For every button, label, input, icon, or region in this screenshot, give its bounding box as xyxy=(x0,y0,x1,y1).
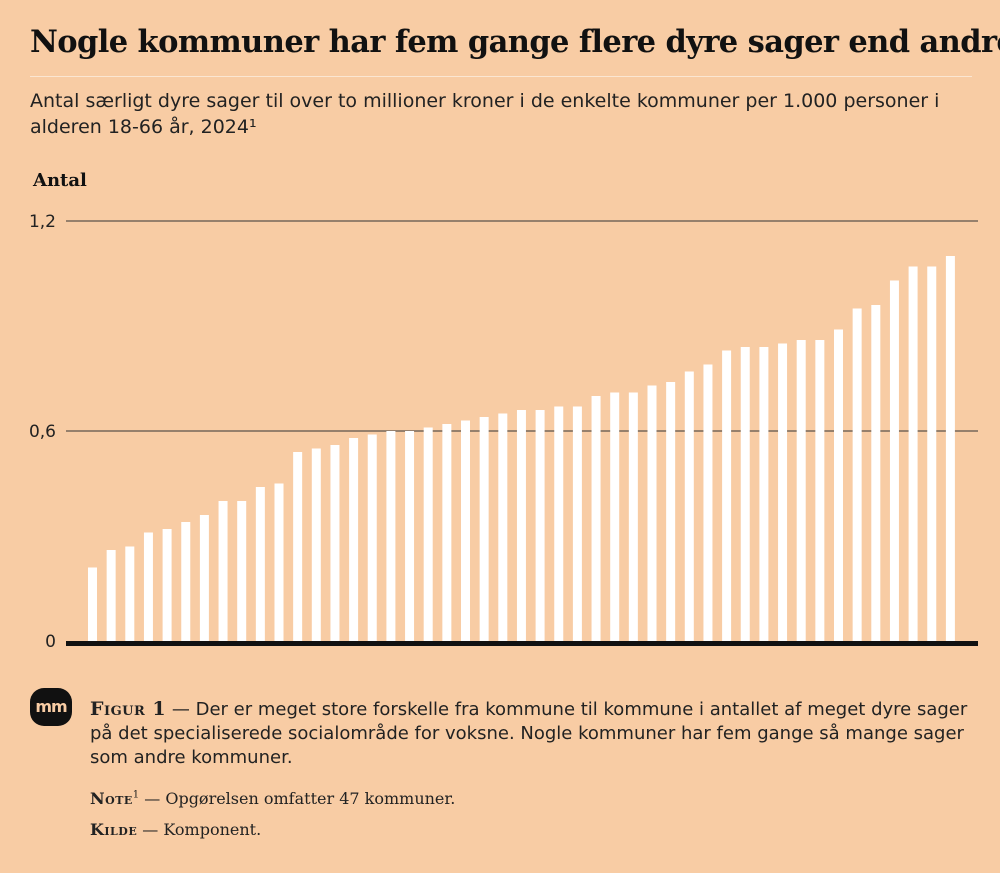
y-axis-label: Antal xyxy=(33,170,87,191)
source-text: Komponent. xyxy=(163,820,262,839)
chart-title: Nogle kommuner har fem gange flere dyre … xyxy=(30,24,1000,60)
bar xyxy=(610,392,620,641)
y-tick-label: 0,6 xyxy=(29,422,56,442)
publisher-logo-icon: mm xyxy=(30,688,72,726)
note-superscript: 1 xyxy=(132,789,140,801)
bar xyxy=(162,529,172,641)
figure-number: Figur 1 xyxy=(90,698,167,720)
bar xyxy=(349,438,359,641)
bar xyxy=(106,550,116,641)
note: Note1 — Opgørelsen omfatter 47 kommuner. xyxy=(90,789,970,808)
bar xyxy=(88,567,97,641)
bar xyxy=(442,424,452,641)
bar xyxy=(572,406,582,641)
bar xyxy=(778,343,788,641)
y-tick-label: 1,2 xyxy=(29,212,56,232)
bar xyxy=(647,385,657,641)
bar xyxy=(461,420,470,641)
bars xyxy=(88,256,955,641)
bar xyxy=(759,347,769,641)
x-axis-baseline xyxy=(66,641,978,646)
bar xyxy=(367,434,377,641)
y-tick-label: 0 xyxy=(45,632,56,652)
bar xyxy=(237,501,247,641)
bar xyxy=(255,487,265,641)
title-divider xyxy=(30,76,972,77)
bar xyxy=(834,329,843,641)
bar xyxy=(330,445,340,641)
bar xyxy=(498,413,508,641)
bar-chart: 0 0,6 1,2 xyxy=(29,212,978,652)
note-separator: — xyxy=(139,789,166,808)
figure-caption: Figur 1 — Der er meget store forskelle f… xyxy=(90,697,970,770)
bar xyxy=(740,347,750,641)
bar xyxy=(703,364,713,641)
bar xyxy=(423,427,433,641)
bar xyxy=(479,417,489,641)
source: Kilde — Komponent. xyxy=(90,820,970,839)
bar xyxy=(311,448,321,641)
bar xyxy=(927,266,937,641)
bar xyxy=(871,305,881,641)
note-text: Opgørelsen omfatter 47 kommuner. xyxy=(165,789,456,808)
caption-text: Der er meget store forskelle fra kommune… xyxy=(90,699,968,768)
bar xyxy=(628,392,638,641)
bar xyxy=(852,308,862,641)
chart-subtitle: Antal særligt dyre sager til over to mil… xyxy=(30,90,940,138)
bar xyxy=(125,546,135,641)
note-label: Note xyxy=(90,789,133,808)
bar xyxy=(535,410,545,641)
bar xyxy=(722,350,732,641)
bar xyxy=(908,266,918,641)
y-tick-labels: 0 0,6 1,2 xyxy=(29,212,56,652)
bar xyxy=(591,396,601,641)
bar xyxy=(199,515,209,641)
bar xyxy=(274,483,284,641)
bar xyxy=(181,522,191,641)
bar xyxy=(143,532,153,641)
bar xyxy=(405,431,415,641)
bar xyxy=(666,382,676,641)
bar xyxy=(815,340,825,641)
caption-separator: — xyxy=(166,699,196,720)
bar xyxy=(293,452,303,641)
bar xyxy=(386,431,396,641)
bar xyxy=(684,371,694,641)
bar xyxy=(945,256,955,641)
bar xyxy=(796,340,806,641)
source-label: Kilde xyxy=(90,820,138,839)
source-separator: — xyxy=(137,820,164,839)
bar xyxy=(889,280,899,641)
bar xyxy=(554,406,564,641)
bar xyxy=(218,501,228,641)
bar xyxy=(516,410,526,641)
